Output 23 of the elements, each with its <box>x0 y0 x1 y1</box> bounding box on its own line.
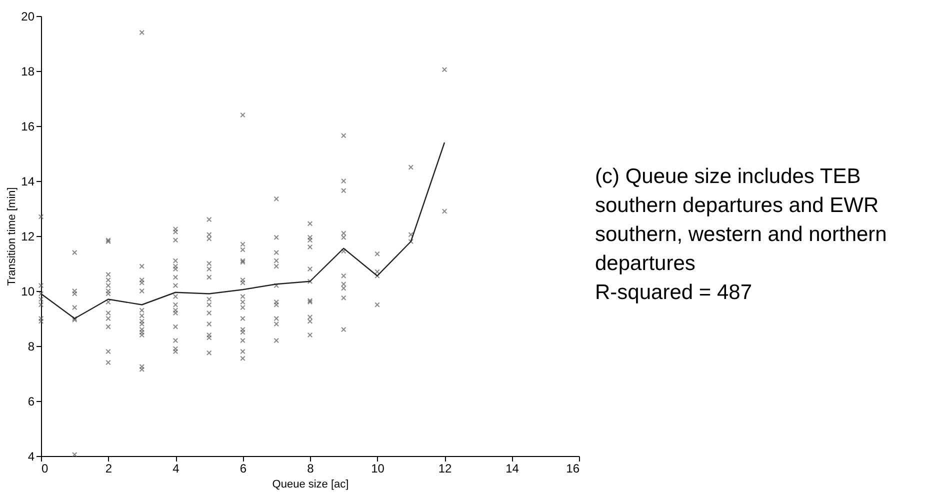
x-tick-label: 8 <box>307 462 314 476</box>
x-tick-label: 12 <box>438 462 452 476</box>
y-tick-label: 10 <box>21 284 35 298</box>
y-tick-label: 18 <box>21 64 35 78</box>
y-tick-label: 8 <box>28 340 35 354</box>
y-axis-title: Transition time [min] <box>6 187 18 286</box>
x-tick-label: 0 <box>42 462 48 476</box>
y-tick-label: 4 <box>28 450 35 464</box>
y-tick-label: 20 <box>21 10 35 24</box>
y-tick-label: 14 <box>21 174 35 188</box>
x-tick-label: 14 <box>506 462 520 476</box>
text: R-squared = 487 <box>595 281 752 304</box>
x-tick-label: 4 <box>172 462 180 476</box>
x-tick-label: 10 <box>371 462 385 476</box>
y-tick-label: 6 <box>28 394 35 408</box>
line-series <box>40 142 446 320</box>
text: (c) Queue size includes TEB southern departures and EWR southern, western and northern departures <box>595 165 887 275</box>
x-tick-label: 2 <box>105 462 112 476</box>
x-axis-title: Queue size [ac] <box>272 478 349 490</box>
x-tick-label: 16 <box>566 462 580 476</box>
y-tick-label: 12 <box>21 230 35 244</box>
y-tick-label: 16 <box>21 120 35 134</box>
x-tick-label: 6 <box>240 462 247 476</box>
